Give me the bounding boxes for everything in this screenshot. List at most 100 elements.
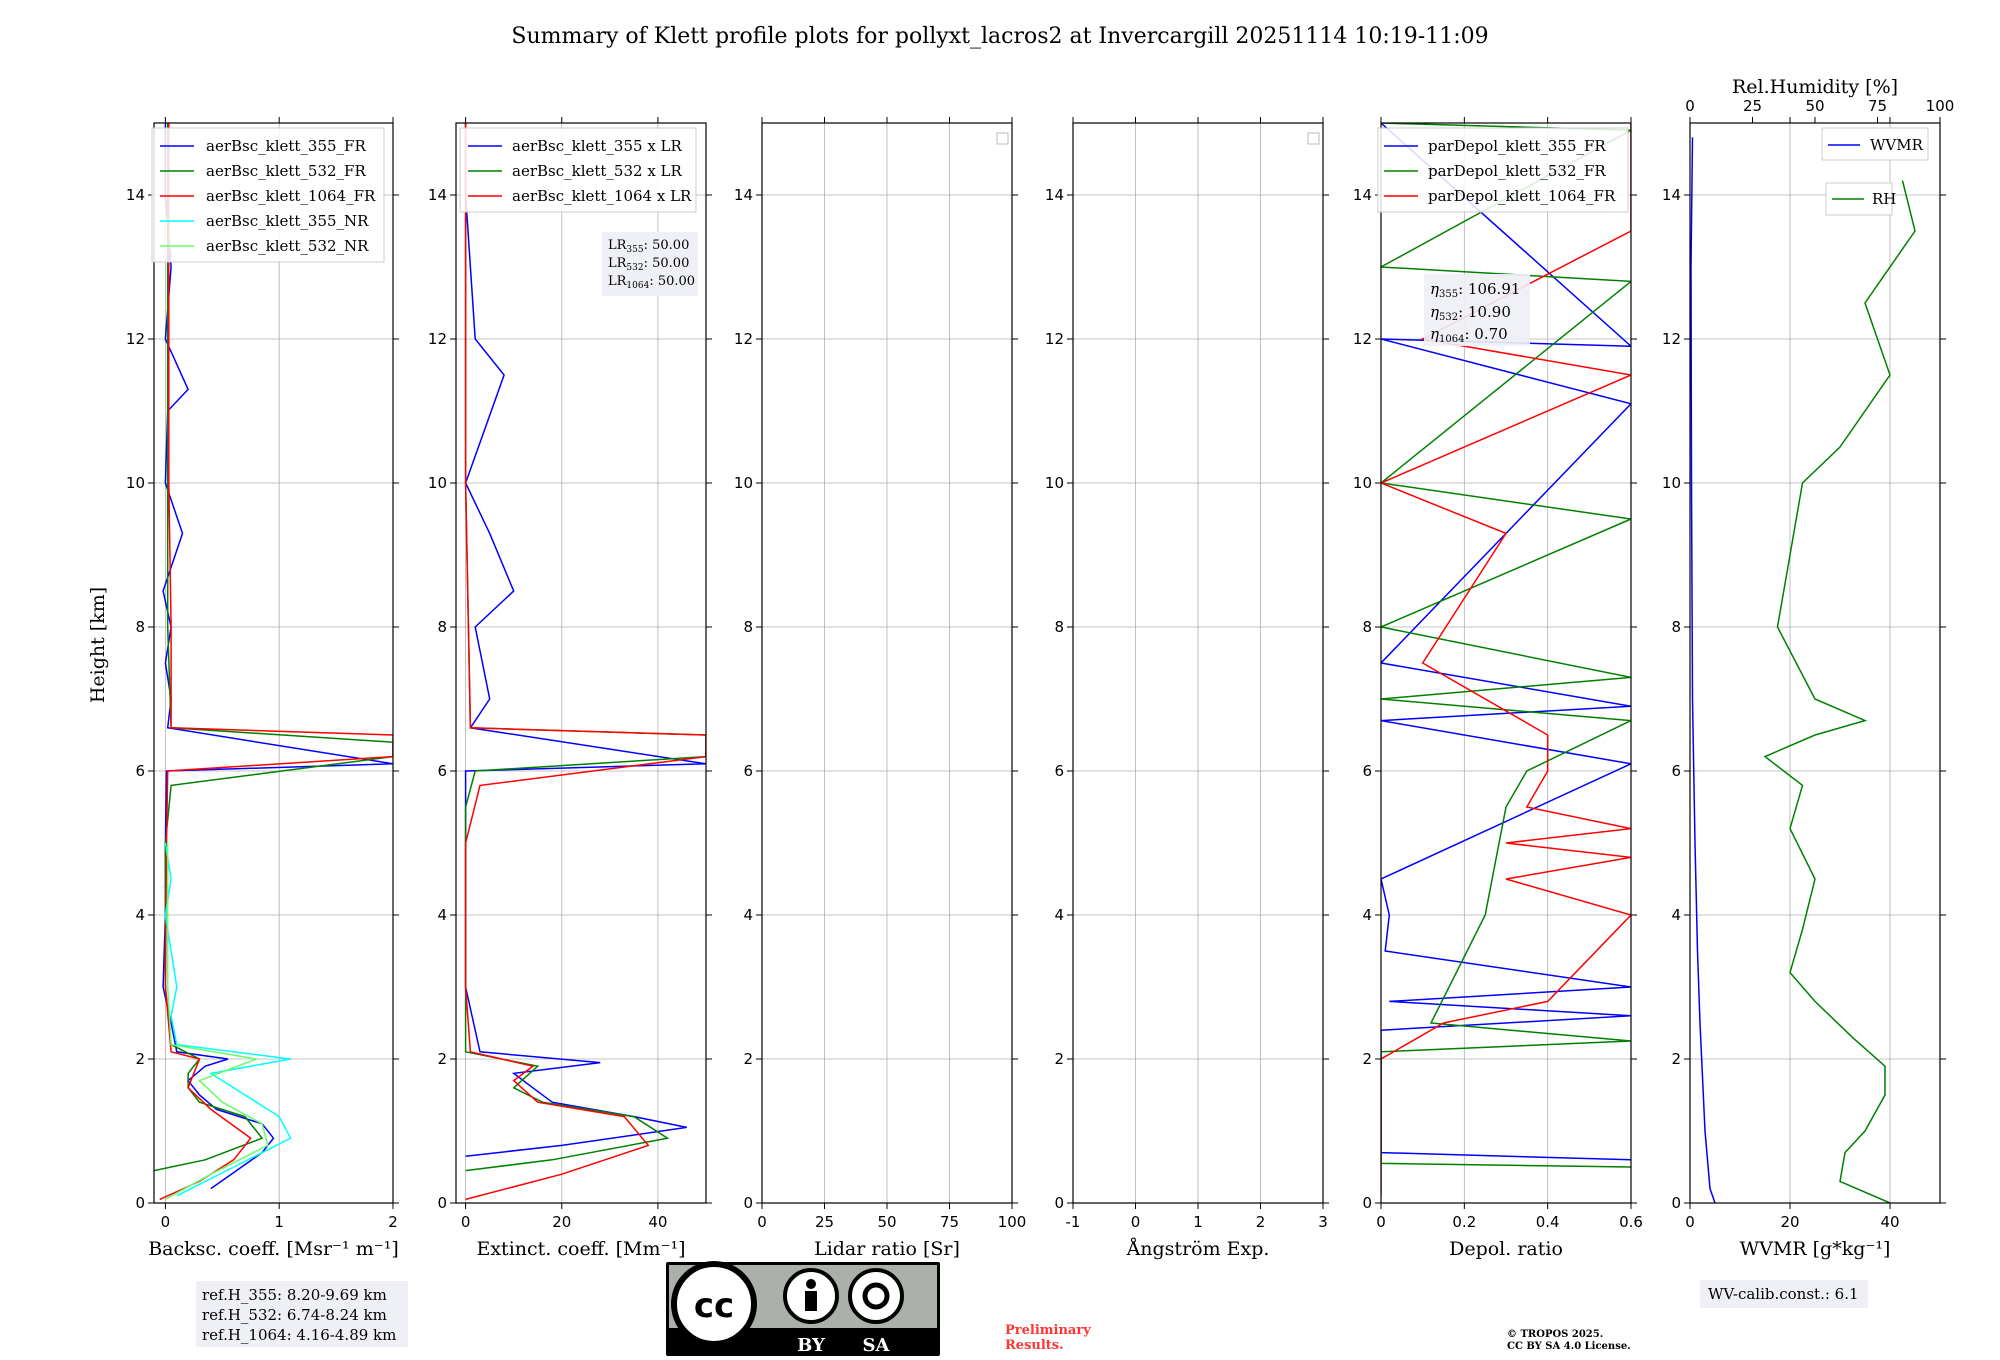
xtick-label-dep: 0 — [1376, 1213, 1386, 1231]
ref-height-532: ref.H_532: 6.74-8.24 km — [202, 1306, 387, 1324]
xtick-label-lr: 50 — [877, 1213, 896, 1231]
xtick-label-ae: 0 — [1131, 1213, 1141, 1231]
ytick-label-lr: 14 — [734, 186, 753, 204]
xaxis-label-ae: Ångström Exp. — [1126, 1238, 1270, 1260]
ytick-label-dep: 6 — [1362, 762, 1372, 780]
eta-532-value: 10.90 — [1468, 303, 1511, 321]
series-bsc-3 — [164, 842, 292, 1197]
ref-height-1064: ref.H_1064: 4.16-4.89 km — [202, 1326, 396, 1344]
ytick-label-wv: 14 — [1662, 186, 1681, 204]
ytick-label-dep: 0 — [1362, 1194, 1372, 1212]
ytick-label-dep: 2 — [1362, 1050, 1372, 1068]
ytick-label-bsc: 10 — [126, 474, 145, 492]
ytick-label-ae: 6 — [1054, 762, 1064, 780]
ytick-label-wv: 8 — [1671, 618, 1681, 636]
ytick-label-dep: 10 — [1353, 474, 1372, 492]
depol-legend: parDepol_klett_355_FR parDepol_klett_532… — [1377, 127, 1629, 213]
x2tick-label-wv: 0 — [1685, 97, 1695, 115]
panel-lr: 0 2 4 6 8 10 12 14 0 25 50 75 100 Lidar ratio [Sr] — [734, 117, 1026, 1260]
ytick-label-lr: 0 — [743, 1194, 753, 1212]
ytick-label-ae: 12 — [1045, 330, 1064, 348]
lr-532-value: 50.00 — [652, 256, 689, 271]
series-group-bsc — [154, 123, 393, 1201]
ytick-label-lr: 8 — [743, 618, 753, 636]
ytick-label-bsc: 12 — [126, 330, 145, 348]
xtick-label-wv: 40 — [1880, 1213, 1899, 1231]
ytick-label-ext: 2 — [437, 1050, 447, 1068]
wv-calib-box: WV-calib.const.: 6.1 — [1700, 1280, 1868, 1308]
ytick-label-wv: 10 — [1662, 474, 1681, 492]
series-group-wv — [1690, 137, 1916, 1203]
panel-dep: 0 2 4 6 8 10 12 14 0 0.2 0.4 0.6 Depol. ratio — [1353, 117, 1643, 1260]
eta-1064-value: 0.70 — [1474, 325, 1507, 343]
eta-355-value: 106.91 — [1468, 280, 1521, 298]
ytick-label-ae: 10 — [1045, 474, 1064, 492]
ytick-label-ext: 12 — [428, 330, 447, 348]
series-bsc-2 — [159, 123, 393, 1201]
x2axis-label-wv: Rel.Humidity [%] — [1732, 76, 1898, 98]
ytick-label-ext: 10 — [428, 474, 447, 492]
ytick-label-bsc: 4 — [135, 906, 145, 924]
legend-ext-355: aerBsc_klett_355 x LR — [512, 137, 683, 155]
series-wv-1 — [1763, 180, 1916, 1203]
lr-355-value: 50.00 — [652, 238, 689, 253]
xtick-label-ae: 2 — [1256, 1213, 1266, 1231]
panel-frame-dep — [1380, 122, 1632, 1204]
xtick-label-lr: 100 — [998, 1213, 1027, 1231]
svg-text:η1064: 0.70: η1064: 0.70 — [1430, 325, 1508, 345]
ytick-label-wv: 12 — [1662, 330, 1681, 348]
preliminary-line-2: Results. — [1005, 1338, 1064, 1353]
series-dep-2 — [1381, 123, 1631, 1196]
panel-wv: 0 2 4 6 8 10 12 14 0 20 40 WVMR [g*kg⁻¹] 0 25 50 75 100 R… — [1662, 76, 1954, 1260]
share-alike-icon — [848, 1268, 904, 1324]
x2tick-label-wv: 100 — [1926, 97, 1955, 115]
panel-frame-wv — [1689, 122, 1941, 1204]
legend-ext-1064: aerBsc_klett_1064 x LR — [512, 187, 692, 205]
ytick-label-bsc: 2 — [135, 1050, 145, 1068]
series-wv-0 — [1690, 137, 1716, 1203]
copyright-line-1: © TROPOS 2025. — [1507, 1329, 1603, 1340]
svg-text:η355: 106.91: η355: 106.91 — [1430, 280, 1520, 300]
badge-sa: SA — [863, 1335, 891, 1356]
panel-frame-bsc — [153, 122, 394, 1204]
xtick-label-bsc: 1 — [274, 1213, 284, 1231]
legend-bsc-532-fr: aerBsc_klett_532_FR — [206, 162, 366, 180]
svg-text:LR532: 50.00: LR532: 50.00 — [608, 256, 689, 273]
backscatter-legend: aerBsc_klett_355_FR aerBsc_klett_532_FR … — [151, 127, 385, 263]
xaxis-label-dep: Depol. ratio — [1449, 1238, 1563, 1260]
xtick-label-wv: 0 — [1685, 1213, 1695, 1231]
ytick-label-ae: 4 — [1054, 906, 1064, 924]
xtick-label-dep: 0.2 — [1452, 1213, 1476, 1231]
ytick-label-lr: 10 — [734, 474, 753, 492]
xtick-label-lr: 75 — [940, 1213, 959, 1231]
ytick-label-wv: 0 — [1671, 1194, 1681, 1212]
figure-title: Summary of Klett profile plots for polly… — [511, 24, 1488, 49]
ytick-label-wv: 2 — [1671, 1050, 1681, 1068]
copyright-line-2: CC BY SA 4.0 License. — [1507, 1341, 1631, 1352]
xtick-label-bsc: 0 — [161, 1213, 171, 1231]
lidar-ratio-box: LR355: 50.00 LR532: 50.00 LR1064: 50.00 — [602, 232, 698, 296]
xtick-label-wv: 20 — [1780, 1213, 1799, 1231]
series-dep-1 — [1381, 123, 1631, 1168]
svg-text:η532: 10.90: η532: 10.90 — [1430, 303, 1511, 323]
xtick-label-ae: -1 — [1066, 1213, 1081, 1231]
legend-dep-532: parDepol_klett_532_FR — [1428, 162, 1606, 180]
ae-empty-legend — [1307, 132, 1320, 145]
xtick-label-lr: 25 — [815, 1213, 834, 1231]
ytick-label-wv: 6 — [1671, 762, 1681, 780]
xaxis-label-lr: Lidar ratio [Sr] — [814, 1238, 960, 1260]
badge-by: BY — [797, 1335, 826, 1356]
wvmr-legend: WVMR — [1821, 127, 1929, 161]
lr-1064-value: 50.00 — [658, 274, 695, 289]
panel-frame-ext — [455, 122, 707, 1204]
extinction-legend: aerBsc_klett_355 x LR aerBsc_klett_532 x… — [459, 127, 697, 213]
xaxis-label-bsc: Backsc. coeff. [Msr⁻¹ m⁻¹] — [148, 1238, 399, 1260]
legend-rh: RH — [1872, 190, 1896, 208]
xtick-label-lr: 0 — [757, 1213, 767, 1231]
ytick-label-ae: 0 — [1054, 1194, 1064, 1212]
ytick-label-ae: 2 — [1054, 1050, 1064, 1068]
ytick-label-dep: 12 — [1353, 330, 1372, 348]
